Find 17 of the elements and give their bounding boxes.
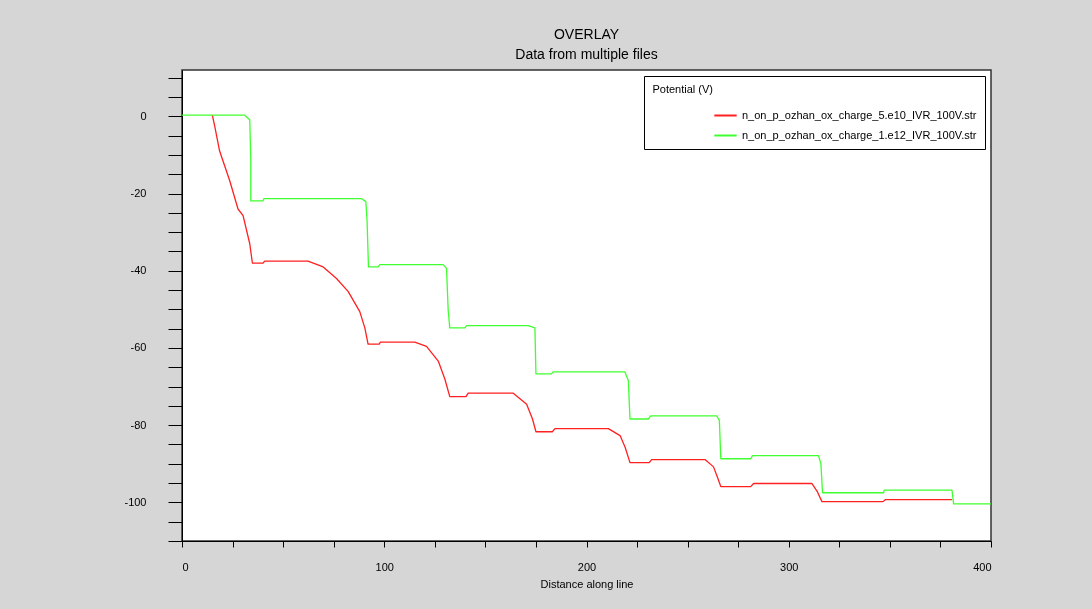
x-tick-label: 200 bbox=[577, 560, 597, 573]
y-tick-label: -40 bbox=[130, 264, 147, 277]
y-tick-label: 0 bbox=[140, 109, 147, 122]
x-tick-label: 400 bbox=[973, 560, 992, 573]
y-tick-label: -60 bbox=[130, 341, 147, 354]
y-tick-label: -100 bbox=[124, 495, 147, 508]
chart-subtitle: Data from multiple files bbox=[515, 46, 658, 62]
x-axis-title: Distance along line bbox=[540, 577, 634, 590]
chart-title: OVERLAY bbox=[553, 26, 620, 42]
y-tick-label: -20 bbox=[130, 187, 147, 200]
legend-title: Potential (V) bbox=[652, 83, 713, 95]
legend-label: n_on_p_ozhan_ox_charge_5.e10_IVR_100V.str bbox=[742, 108, 977, 121]
x-tick-label: 100 bbox=[375, 560, 394, 573]
x-tick-label: 0 bbox=[182, 560, 189, 573]
legend-label: n_on_p_ozhan_ox_charge_1.e12_IVR_100V.str bbox=[742, 128, 977, 141]
x-tick-label: 300 bbox=[780, 560, 799, 573]
y-tick-label: -80 bbox=[130, 418, 147, 431]
